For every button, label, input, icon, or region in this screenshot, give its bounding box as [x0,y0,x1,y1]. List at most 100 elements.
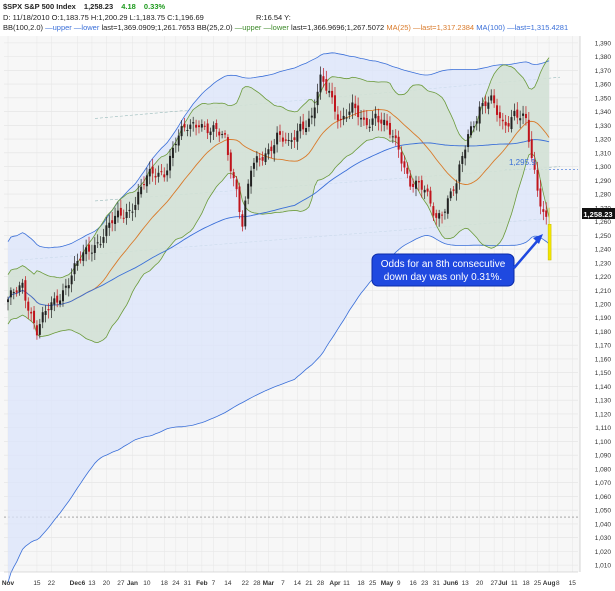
candlestick-layer [7,66,552,340]
bb100-last: last=1,369.0909;1,261.7653 [101,23,195,32]
change-percent: 0.33% [143,2,166,11]
candle-body [481,103,484,107]
candle-body [397,136,400,150]
y-tick-label: 1,090 [595,453,612,460]
x-tick-label: 25 [369,580,377,587]
header-line-2: D: 11/18/2010 O:1,183.75 H:1,200.29 L:1,… [3,13,291,22]
bb25-last: last=1,366.9696;1,267.5072 [291,23,385,32]
candle-body [467,134,470,147]
candle-body [316,91,319,106]
candle-body [305,128,308,133]
candle-body [409,175,412,187]
candle-body [530,139,533,158]
candle-body [380,119,383,124]
candle-body [267,149,270,155]
bb25-lower-label: lower [270,23,289,32]
y-tick-label: 1,110 [595,425,611,432]
x-tick-label: Aug [543,580,556,587]
y-tick-label: 1,370 [595,68,612,75]
header-line-1: $SPX S&P 500 Index 1,258.23 4.18 0.33% [3,2,165,11]
candle-body [469,126,472,136]
candle-body [533,159,536,170]
candle-body [67,285,70,289]
candle-body [76,261,79,266]
candle-body [189,124,192,129]
candle-body [148,169,151,177]
candle-body [449,191,452,199]
candle-body [331,90,334,98]
candle-body [279,131,281,135]
y-tick-label: 1,160 [595,356,612,363]
candle-body [435,213,438,218]
bb100-upper-line [7,52,550,249]
y-tick-label: 1,190 [595,315,612,322]
candle-body [284,139,287,141]
bb25-upper-line [7,57,550,279]
y-tick-label: 1,250 [595,233,612,240]
candle-body [307,118,310,127]
x-tick-label: 27 [491,580,499,587]
candle-body [360,117,363,120]
candle-body [336,114,339,121]
candle-body [102,237,105,243]
candle-body [122,217,125,219]
trend-line-upper [94,76,561,119]
candle-body [38,324,41,335]
candle-body [333,95,336,112]
candle-body [224,133,227,135]
y-axis-layer: 1,390 1,380 1,370 1,360 1,350 1,340 1,330 1,320… [579,36,612,572]
x-tick-label: 10 [143,580,151,587]
bb25-upper-label: upper [242,23,262,32]
y-tick-label: 1,260 [595,219,612,226]
candle-body [131,211,134,213]
y-tick-label: 1,360 [595,82,612,89]
candle-body [484,101,487,107]
candle-body [12,291,15,294]
candle-body [73,263,76,275]
candle-body [33,310,36,323]
candle-body [221,133,224,135]
x-tick-label: 15 [569,580,577,587]
x-tick-label: 14 [224,580,232,587]
y-tick-label: 1,230 [595,260,612,267]
x-tick-label: 7 [281,580,285,587]
candle-body [527,119,530,142]
candle-body [348,111,351,115]
candle-body [105,225,108,237]
candle-body [273,145,276,154]
x-tick-label: 18 [522,580,530,587]
candle-body [134,204,137,210]
candle-body [276,132,279,145]
callout-arrow-shaft [513,238,540,269]
bb100-upper-label: upper [52,23,72,32]
candle-body [475,121,478,124]
y-tick-label: 1,220 [595,274,612,281]
candle-body [547,224,552,261]
x-tick-label: 14 [294,580,302,587]
candle-body [171,147,174,158]
ma25-line [7,109,550,306]
candle-body [472,126,475,128]
candle-body [250,170,253,187]
y-tick-label: 1,050 [595,508,612,515]
candle-body [27,301,30,311]
candle-body [287,139,290,141]
candle-body [458,164,461,182]
y-tick-label: 1,180 [595,329,612,336]
ma100-last: last=1,315.4281 [514,23,569,32]
y-tick-label: 1,080 [595,466,612,473]
callout-box: Odds for an 8th consecutive down day was… [371,253,515,287]
candle-body [342,115,345,120]
candle-body [524,113,527,119]
candle-body [386,120,389,126]
candle-body [209,131,212,136]
candle-body [310,115,313,118]
candle-body [15,290,18,293]
candle-body [290,140,293,142]
bb100-label: BB(100,2.0) [3,23,44,32]
y-tick-label: 1,300 [595,164,612,171]
x-tick-label: 15 [33,580,41,587]
bb25-band-fill [8,57,550,343]
